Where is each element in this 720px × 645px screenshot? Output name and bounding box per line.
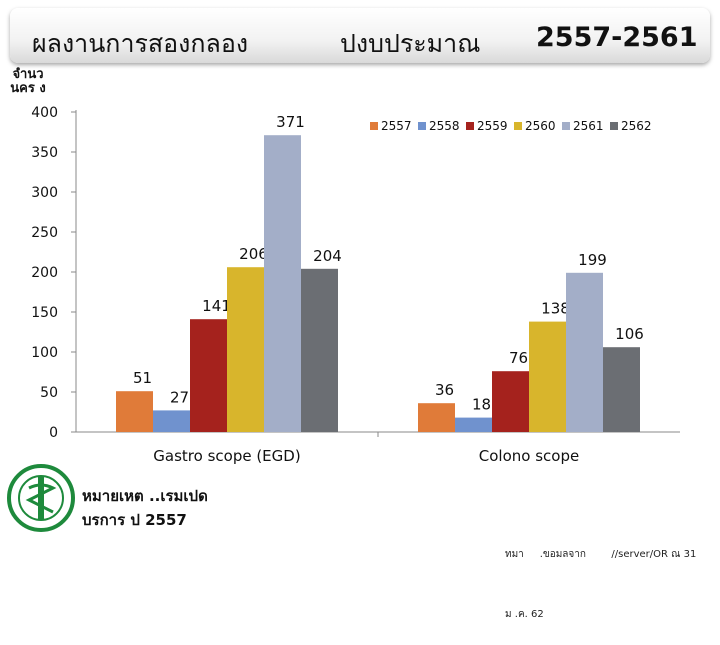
legend-swatch bbox=[514, 122, 522, 130]
title-bar: ผลงานการสองกลอง ปงบประมาณ 2557-2561 bbox=[10, 8, 710, 63]
bar bbox=[190, 319, 227, 432]
legend-label: 2560 bbox=[525, 119, 556, 133]
y-tick-label: 50 bbox=[40, 385, 58, 401]
legend-swatch bbox=[466, 122, 474, 130]
data-label: 76 bbox=[509, 349, 528, 367]
legend-swatch bbox=[562, 122, 570, 130]
y-tick-label: 400 bbox=[31, 105, 58, 121]
legend-label: 2562 bbox=[621, 119, 652, 133]
data-label: 371 bbox=[276, 113, 305, 131]
bar bbox=[264, 135, 301, 432]
data-label: 141 bbox=[202, 297, 231, 315]
ministry-logo-icon bbox=[7, 464, 75, 532]
title-text: ผลงานการสองกลอง bbox=[32, 29, 249, 58]
source-line-2: ม .ค. 62 bbox=[505, 609, 544, 620]
y-tick-label: 200 bbox=[31, 265, 58, 281]
y-tick-label: 150 bbox=[31, 305, 58, 321]
title-year-range: 2557-2561 bbox=[536, 22, 698, 53]
title-fiscal-label: ปงบประมาณ bbox=[340, 29, 481, 58]
bar bbox=[227, 267, 264, 432]
legend-swatch bbox=[370, 122, 378, 130]
bar bbox=[153, 410, 190, 432]
footnote-line-1: หมายเหต ..เรมเปด bbox=[82, 487, 208, 505]
legend-label: 2557 bbox=[381, 119, 412, 133]
legend-label: 2559 bbox=[477, 119, 508, 133]
legend-label: 2558 bbox=[429, 119, 460, 133]
data-label: 204 bbox=[313, 247, 342, 265]
bar bbox=[603, 347, 640, 432]
data-label: 36 bbox=[435, 381, 454, 399]
y-tick-label: 250 bbox=[31, 225, 58, 241]
bar-chart: 0 50 100 150 200 250 300 350 400 51 27 141 206 371 204… bbox=[31, 105, 680, 465]
x-tick-label: Gastro scope (EGD) bbox=[153, 447, 300, 465]
y-tick-label: 350 bbox=[31, 145, 58, 161]
bar bbox=[418, 403, 455, 432]
data-label: 206 bbox=[239, 245, 268, 263]
data-label: 138 bbox=[541, 300, 570, 318]
bar bbox=[301, 268, 338, 432]
data-label: 51 bbox=[133, 369, 152, 387]
y-axis-label: จำนว นคร ง bbox=[10, 67, 46, 96]
legend-label: 2561 bbox=[573, 119, 604, 133]
source-line-1: ทมา .ขอมลจาก //server/OR ณ 31 bbox=[505, 549, 697, 560]
data-label: 18 bbox=[472, 396, 491, 414]
x-tick-label: Colono scope bbox=[479, 447, 579, 465]
bar bbox=[492, 371, 529, 432]
y-tick-label: 300 bbox=[31, 185, 58, 201]
bar bbox=[455, 417, 492, 432]
legend-swatch bbox=[418, 122, 426, 130]
data-label: 199 bbox=[578, 251, 607, 269]
y-tick-label: 0 bbox=[49, 425, 58, 441]
y-tick-label: 100 bbox=[31, 345, 58, 361]
legend-swatch bbox=[610, 122, 618, 130]
source-note: ทมา .ขอมลจาก //server/OR ณ 31 ม .ค. 62 bbox=[505, 505, 696, 645]
data-label: 106 bbox=[615, 325, 644, 343]
bar bbox=[529, 321, 566, 432]
bar bbox=[566, 272, 603, 432]
bar bbox=[116, 391, 153, 432]
footnote-line-2: บรการ ป 2557 bbox=[82, 511, 187, 529]
footnote: หมายเหต ..เรมเปด บรการ ป 2557 bbox=[82, 484, 208, 532]
data-label: 27 bbox=[170, 388, 189, 406]
